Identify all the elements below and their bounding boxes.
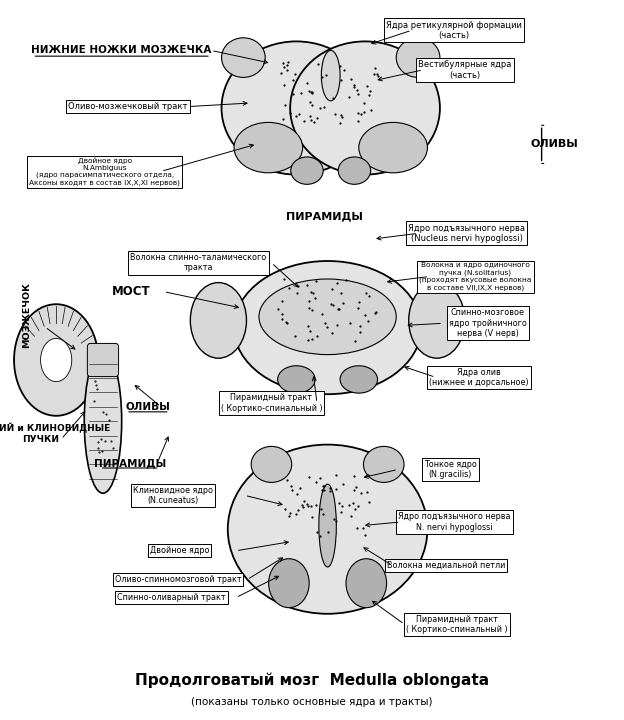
Ellipse shape [222,41,371,175]
Ellipse shape [338,157,371,184]
Text: ПИРАМИДЫ: ПИРАМИДЫ [286,211,363,221]
Text: ОЛИВЫ: ОЛИВЫ [530,139,578,149]
Text: НИЖНИЕ НОЖКИ МОЗЖЕЧКА: НИЖНИЕ НОЖКИ МОЗЖЕЧКА [31,45,212,55]
Ellipse shape [84,349,122,493]
Text: Волокна и ядро одиночного
пучка (N.solitarius)
(проходят вкусовые волокна
в сост: Волокна и ядро одиночного пучка (N.solit… [419,262,532,291]
Ellipse shape [259,279,396,354]
Ellipse shape [359,122,427,173]
Text: ПИРАМИДЫ: ПИРАМИДЫ [94,458,166,468]
Ellipse shape [396,38,440,77]
Text: Спинно-мозговое
ядро тройничного
нерва (V нерв): Спинно-мозговое ядро тройничного нерва (… [449,308,527,338]
Ellipse shape [234,261,421,394]
Text: Пирамидный тракт
( Кортико-спинальный ): Пирамидный тракт ( Кортико-спинальный ) [221,394,322,413]
Text: ОЛИВЫ: ОЛИВЫ [125,402,170,412]
Ellipse shape [340,366,378,393]
Text: Оливо-мозжечковый тракт: Оливо-мозжечковый тракт [68,102,188,111]
Ellipse shape [234,122,303,173]
Text: Пирамидный тракт
( Кортико-спинальный ): Пирамидный тракт ( Кортико-спинальный ) [406,615,507,634]
Text: Двойное ядро
N.Ambiguus
(ядро парасимпатического отдела,
Аксоны входят в состав : Двойное ядро N.Ambiguus (ядро парасимпат… [29,157,180,186]
Text: (показаны только основные ядра и тракты): (показаны только основные ядра и тракты) [191,697,433,707]
Ellipse shape [222,38,265,77]
FancyBboxPatch shape [87,343,119,377]
Ellipse shape [228,444,427,613]
Ellipse shape [290,41,440,175]
Text: Ядра ретикулярной формации
(часть): Ядра ретикулярной формации (часть) [386,21,522,40]
Text: ТОНКИЙ и КЛИНОВИДНЫЕ
ПУЧКИ: ТОНКИЙ и КЛИНОВИДНЫЕ ПУЧКИ [0,423,110,444]
Text: Волокна спинно-таламического
тракта: Волокна спинно-таламического тракта [130,253,266,272]
Ellipse shape [346,559,386,608]
Text: МОСТ: МОСТ [112,285,150,298]
Text: Спинно-оливарный тракт: Спинно-оливарный тракт [117,593,226,602]
Text: Ядра олив
(нижнее и дорсальное): Ядра олив (нижнее и дорсальное) [429,368,529,387]
Ellipse shape [321,50,340,101]
Text: Клиновидное ядро
(N.cuneatus): Клиновидное ядро (N.cuneatus) [134,486,213,505]
Ellipse shape [319,484,336,567]
Text: Ядро подъязычного нерва
N. nervi hypoglossi: Ядро подъязычного нерва N. nervi hypoglo… [398,513,510,531]
Text: Продолговатый мозг  Medulla oblongata: Продолговатый мозг Medulla oblongata [135,672,489,688]
Ellipse shape [14,304,99,416]
Text: Ядро подъязычного нерва
(Nucleus nervi hypoglossi): Ядро подъязычного нерва (Nucleus nervi h… [408,224,525,243]
Ellipse shape [363,446,404,482]
Ellipse shape [291,157,323,184]
Ellipse shape [269,559,310,608]
Ellipse shape [190,282,246,358]
Text: Двойное ядро: Двойное ядро [150,546,210,555]
Ellipse shape [41,338,72,382]
Text: Вестибулярные ядра
(часть): Вестибулярные ядра (часть) [418,60,512,79]
Text: Волокна медиальной петли: Волокна медиальной петли [387,561,505,570]
Text: Тонкое ядро
(N.gracilis): Тонкое ядро (N.gracilis) [424,460,477,479]
Ellipse shape [409,282,465,358]
Text: МОЗЖЕЧОК: МОЗЖЕЧОК [22,282,31,348]
Ellipse shape [278,366,315,393]
Text: Оливо-спинномозговой тракт: Оливо-спинномозговой тракт [115,575,241,584]
Ellipse shape [251,446,292,482]
